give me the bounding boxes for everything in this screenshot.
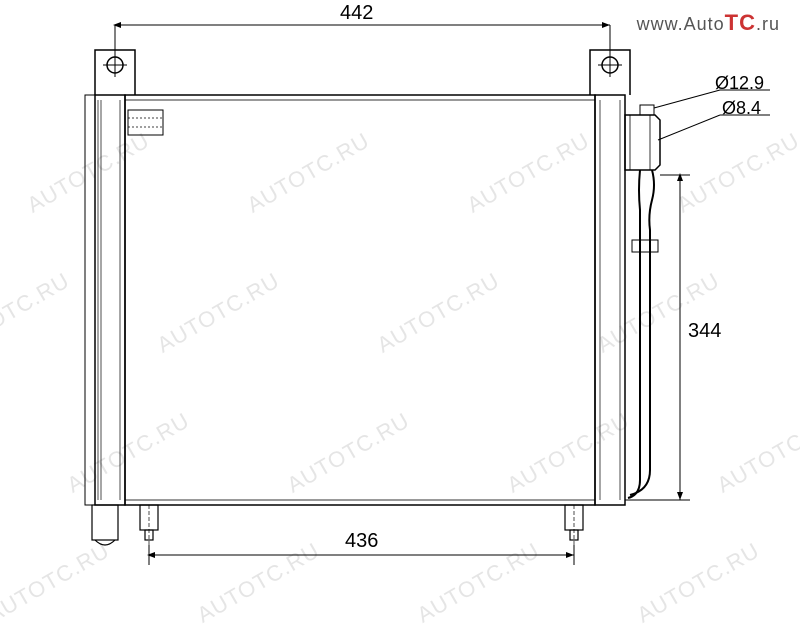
bottom-pin-right	[565, 505, 583, 545]
radiator-diagram	[0, 0, 800, 600]
core-outline	[125, 95, 595, 505]
right-tank	[595, 95, 625, 505]
dim-pipe-d1: Ø12.9	[715, 73, 764, 94]
top-bracket-left	[95, 50, 135, 95]
drier-bottom	[92, 505, 118, 545]
logo-mid: TC	[725, 10, 756, 35]
logo-right: .ru	[756, 14, 780, 34]
technical-drawing: AUTOTC.RUAUTOTC.RUAUTOTC.RUAUTOTC.RUAUTO…	[0, 0, 800, 600]
dim-bottom-width: 436	[345, 530, 378, 553]
pipe-assembly	[625, 105, 660, 498]
dim-pipe-d2: Ø8.4	[722, 98, 761, 119]
dim-height: 344	[688, 320, 721, 343]
left-tank	[85, 95, 125, 505]
site-logo: www.AutoTC.ru	[637, 10, 780, 36]
top-left-fitting	[128, 110, 163, 135]
bottom-pin-left	[140, 505, 158, 545]
dim-top-width: 442	[340, 2, 373, 25]
logo-left: www.Auto	[637, 14, 725, 34]
top-bracket-right	[590, 50, 630, 95]
